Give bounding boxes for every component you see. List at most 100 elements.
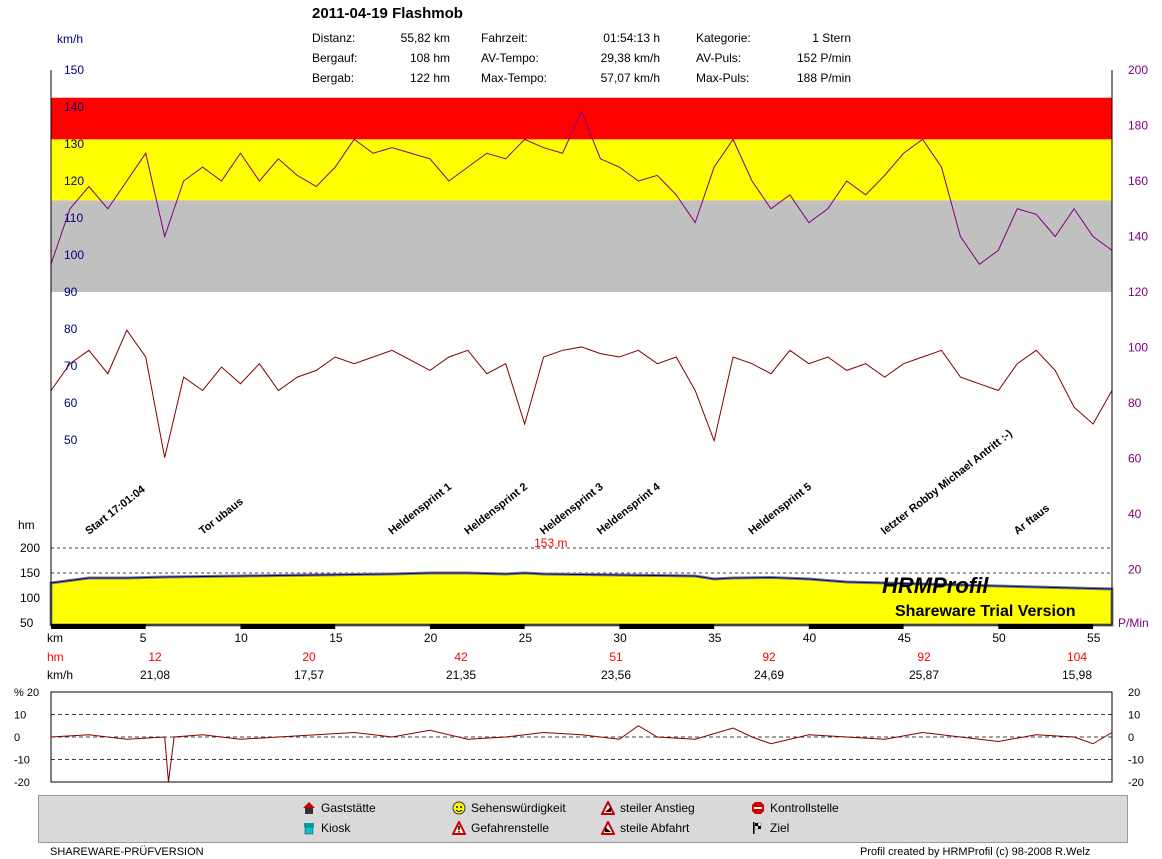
stat-value: 188 P/min — [796, 71, 851, 85]
speed-tick-label: 50 — [64, 433, 78, 447]
gradient-tick-label: 0 — [14, 732, 20, 744]
speed-tick-label: 80 — [64, 322, 78, 336]
km-tick-label: 25 — [518, 631, 533, 645]
pulse-zone-band — [51, 139, 1112, 201]
pulse-tick-label: 120 — [1128, 285, 1148, 299]
max-height-label: 153 m — [534, 536, 567, 550]
stat-label: Max-Puls: — [696, 71, 750, 85]
km-tick-label: 20 — [423, 631, 438, 645]
pulse-tick-label: 80 — [1128, 396, 1142, 410]
legend-label: steile Abfahrt — [620, 821, 690, 835]
km-ribbon-segment — [619, 624, 715, 629]
pulse-tick-label: 160 — [1128, 174, 1148, 188]
stat-value: 122 hm — [409, 71, 450, 85]
segment-hm-value: 104 — [1066, 650, 1088, 664]
km-tick-label: 5 — [139, 631, 147, 645]
speed-tick-label: 140 — [64, 100, 84, 114]
segment-hm-value: 51 — [609, 650, 623, 664]
speed-tick-label: 70 — [64, 359, 78, 373]
segment-kmh-value: 23,56 — [600, 668, 632, 682]
segment-hm-value: 12 — [148, 650, 162, 664]
speed-tick-label: 60 — [64, 396, 78, 410]
speed-axis-unit: km/h — [57, 32, 84, 46]
pulse-tick-label: 100 — [1128, 341, 1148, 355]
stat-label: Max-Tempo: — [481, 71, 548, 85]
gradient-tick-label: % 20 — [14, 687, 39, 699]
legend-label: Gefahrenstelle — [471, 821, 550, 835]
watermark-subtitle: Shareware Trial Version — [895, 603, 1076, 620]
height-tick-label: 200 — [20, 541, 40, 555]
stat-value: 108 hm — [409, 51, 450, 65]
legend-label: Kiosk — [321, 821, 351, 835]
speed-series-line — [50, 329, 1113, 458]
pulse-tick-label: 40 — [1128, 507, 1142, 521]
km-ribbon-segment — [240, 624, 336, 629]
pulse-tick-label: 180 — [1128, 119, 1148, 133]
stat-label: AV-Tempo: — [481, 51, 539, 65]
stat-value: 55,82 km — [400, 31, 450, 45]
segment-hm-value: 92 — [917, 650, 931, 664]
annotation-label: Tor ubaus — [197, 496, 246, 538]
hm-row-unit: hm — [47, 650, 64, 664]
gradient-chart: % 20 20 10 10 0 0 -10 -10 -20 -20 — [14, 687, 1144, 789]
km-tick-label: 55 — [1087, 631, 1101, 645]
pulse-zone-band — [51, 200, 1112, 292]
steep-descent-icon — [600, 819, 616, 835]
stat-value: 1 Stern — [812, 31, 851, 45]
gradient-tick-label-right: -10 — [1128, 755, 1144, 767]
stat-label: Distanz: — [312, 31, 356, 45]
stop-icon — [751, 801, 765, 815]
kiosk-icon — [302, 821, 316, 835]
km-tick-label: 45 — [897, 631, 911, 645]
km-axis-unit: km — [47, 631, 63, 645]
gradient-series-line — [50, 725, 1113, 783]
speed-tick-label: 150 — [64, 63, 84, 77]
restaurant-icon — [302, 801, 316, 815]
pulse-zone-band — [51, 97, 1112, 140]
stat-label: AV-Puls: — [696, 51, 742, 65]
speed-tick-label: 120 — [64, 174, 84, 188]
gradient-tick-label-right: -20 — [1128, 777, 1144, 789]
speed-tick-label: 100 — [64, 248, 84, 262]
main-profile-chart: 150 140 130 120 110 100 90 80 70 60 50 200 180 160 140… — [20, 63, 1148, 630]
footer-right: Profil created by HRMProfil (c) 98-2008 … — [860, 846, 1091, 858]
pulse-tick-label: 200 — [1128, 63, 1148, 77]
km-tick-label: 50 — [992, 631, 1006, 645]
stat-value: 01:54:13 h — [603, 31, 660, 45]
gradient-frame — [50, 691, 1113, 783]
pulse-tick-label: 20 — [1128, 563, 1142, 577]
annotation-label: Ar ftaus — [1012, 502, 1052, 537]
kmh-row-unit: km/h — [47, 668, 74, 682]
sight-icon — [452, 801, 466, 815]
altitude-series-line — [50, 572, 1113, 590]
annotation-label: Heldensprint 4 — [595, 480, 663, 537]
km-ribbon-segment — [429, 624, 525, 629]
pulse-axis-unit: P/Min — [1118, 616, 1149, 630]
speed-tick-label: 110 — [64, 211, 83, 225]
gradient-tick-label: 10 — [14, 710, 26, 722]
chart-title: 2011-04-19 Flashmob — [312, 5, 463, 22]
height-tick-label: 50 — [20, 616, 34, 630]
stat-value: 152 P/min — [796, 51, 851, 65]
legend-label: Gaststätte — [321, 801, 376, 815]
gradient-tick-label: -10 — [14, 755, 30, 767]
height-axis-unit: hm — [18, 518, 35, 532]
speed-tick-label: 130 — [64, 137, 84, 151]
danger-icon — [451, 819, 467, 835]
pulse-tick-label: 140 — [1128, 230, 1148, 244]
km-tick-label: 15 — [329, 631, 343, 645]
segment-kmh-value: 21,35 — [445, 668, 477, 682]
km-tick-label: 40 — [802, 631, 817, 645]
stat-value: 29,38 km/h — [600, 51, 660, 65]
annotation-label: Heldensprint 2 — [462, 481, 530, 537]
legend-label: Kontrollstelle — [770, 801, 839, 815]
stat-label: Fahrzeit: — [481, 31, 528, 45]
stat-value: 57,07 km/h — [600, 71, 660, 85]
segment-kmh-value: 21,08 — [139, 668, 171, 682]
km-tick-label: 10 — [234, 631, 248, 645]
stat-label: Kategorie: — [696, 31, 751, 45]
legend-label: steiler Anstieg — [620, 801, 695, 815]
legend-panel: Gaststätte Kiosk Sehenswürdigkeit Gefahr… — [38, 795, 1128, 843]
height-tick-label: 150 — [20, 566, 40, 580]
segment-kmh-value: 24,69 — [753, 668, 785, 682]
